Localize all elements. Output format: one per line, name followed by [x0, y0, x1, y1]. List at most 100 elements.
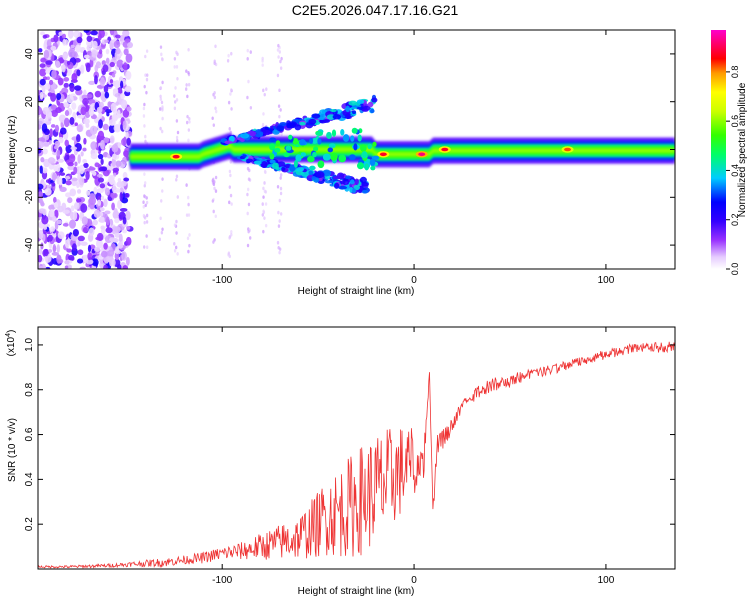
- noise-speck: [38, 229, 44, 240]
- noise-speck: [113, 80, 121, 89]
- noise-speck: [61, 64, 66, 73]
- noise-speck: [74, 122, 78, 127]
- faint-speck: [227, 100, 231, 105]
- noise-speck: [90, 30, 98, 36]
- noise-speck: [88, 167, 96, 171]
- faint-speck: [280, 56, 283, 61]
- noise-speck: [59, 172, 66, 176]
- noise-speck: [62, 223, 69, 227]
- noise-speck: [94, 74, 98, 85]
- noise-speck: [96, 239, 103, 249]
- noise-speck: [91, 49, 98, 58]
- faint-speck: [161, 107, 164, 112]
- noise-speck: [55, 107, 62, 114]
- noise-speck: [71, 102, 77, 110]
- noise-speck: [90, 153, 98, 160]
- cluster-blob: [350, 135, 355, 142]
- noise-speck: [114, 217, 120, 224]
- snr-frame: [37, 326, 676, 570]
- noise-speck: [119, 207, 128, 212]
- branch-blob: [308, 170, 314, 175]
- faint-speck: [160, 100, 164, 105]
- noise-speck: [86, 44, 92, 51]
- snr-y-label: SNR (10 * v/v): [7, 418, 18, 482]
- noise-speck: [77, 114, 85, 119]
- noise-speck: [76, 134, 81, 143]
- branch-blob: [295, 167, 305, 172]
- faint-speck: [161, 116, 164, 121]
- cluster-blob: [288, 134, 293, 140]
- noise-speck: [50, 226, 56, 232]
- noise-speck: [121, 156, 127, 165]
- faint-speck: [213, 95, 217, 100]
- noise-speck: [124, 85, 132, 93]
- noise-speck: [40, 157, 45, 163]
- faint-speck: [143, 183, 146, 188]
- noise-speck: [83, 30, 90, 33]
- noise-speck: [106, 249, 115, 257]
- noise-speck: [83, 137, 87, 145]
- faint-speck: [279, 176, 282, 180]
- snr-y-multiplier-exp: 4: [5, 333, 12, 337]
- noise-speck: [92, 40, 98, 49]
- noise-speck: [80, 106, 87, 116]
- noise-speck: [82, 254, 89, 259]
- faint-speck: [160, 230, 164, 235]
- noise-speck: [79, 177, 85, 186]
- faint-speck: [228, 127, 231, 131]
- faint-speck: [214, 44, 217, 49]
- faint-speck: [229, 92, 232, 96]
- noise-speck: [68, 49, 75, 58]
- faint-speck: [213, 186, 216, 191]
- faint-speck: [145, 245, 149, 249]
- faint-speck: [143, 102, 146, 107]
- faint-speck: [159, 86, 163, 90]
- faint-speck: [185, 183, 188, 187]
- cluster-blob: [300, 152, 307, 157]
- noise-speck: [117, 199, 123, 210]
- cluster-blob: [313, 146, 319, 152]
- noise-speck: [70, 146, 78, 151]
- cluster-blob: [283, 152, 290, 158]
- branch-blob: [259, 131, 264, 137]
- faint-speck: [263, 92, 266, 97]
- cluster-blob: [372, 141, 377, 147]
- cluster-blob: [369, 158, 376, 167]
- noise-speck: [104, 187, 110, 196]
- noise-speck: [100, 225, 106, 230]
- faint-speck: [263, 169, 267, 174]
- faint-speck: [176, 251, 179, 256]
- noise-speck: [90, 141, 98, 150]
- faint-speck: [173, 223, 177, 227]
- faint-speck: [278, 198, 281, 203]
- noise-speck: [67, 197, 73, 204]
- noise-speck: [113, 40, 121, 49]
- noise-speck: [103, 137, 110, 143]
- branch-blob: [361, 189, 368, 194]
- noise-speck: [112, 167, 120, 173]
- faint-speck: [174, 245, 178, 250]
- faint-speck: [279, 59, 282, 64]
- noise-speck: [96, 173, 103, 178]
- noise-speck: [61, 177, 67, 185]
- noise-speck: [115, 246, 120, 255]
- cluster-blob: [371, 155, 380, 160]
- noise-speck: [94, 247, 101, 252]
- cluster-blob: [315, 131, 324, 137]
- noise-speck: [115, 34, 121, 39]
- noise-speck: [56, 93, 62, 101]
- noise-speck: [76, 69, 81, 77]
- noise-speck: [62, 52, 68, 61]
- noise-speck: [43, 142, 50, 147]
- faint-speck: [145, 49, 149, 53]
- noise-speck: [40, 57, 47, 63]
- x-tick-label: 0: [411, 575, 417, 586]
- noise-speck: [111, 157, 116, 167]
- faint-speck: [228, 169, 232, 174]
- noise-speck: [47, 249, 53, 253]
- faint-speck: [261, 202, 264, 206]
- faint-speck: [265, 87, 268, 92]
- noise-speck: [82, 227, 88, 233]
- faint-speck: [185, 120, 189, 125]
- noise-speck: [73, 166, 78, 175]
